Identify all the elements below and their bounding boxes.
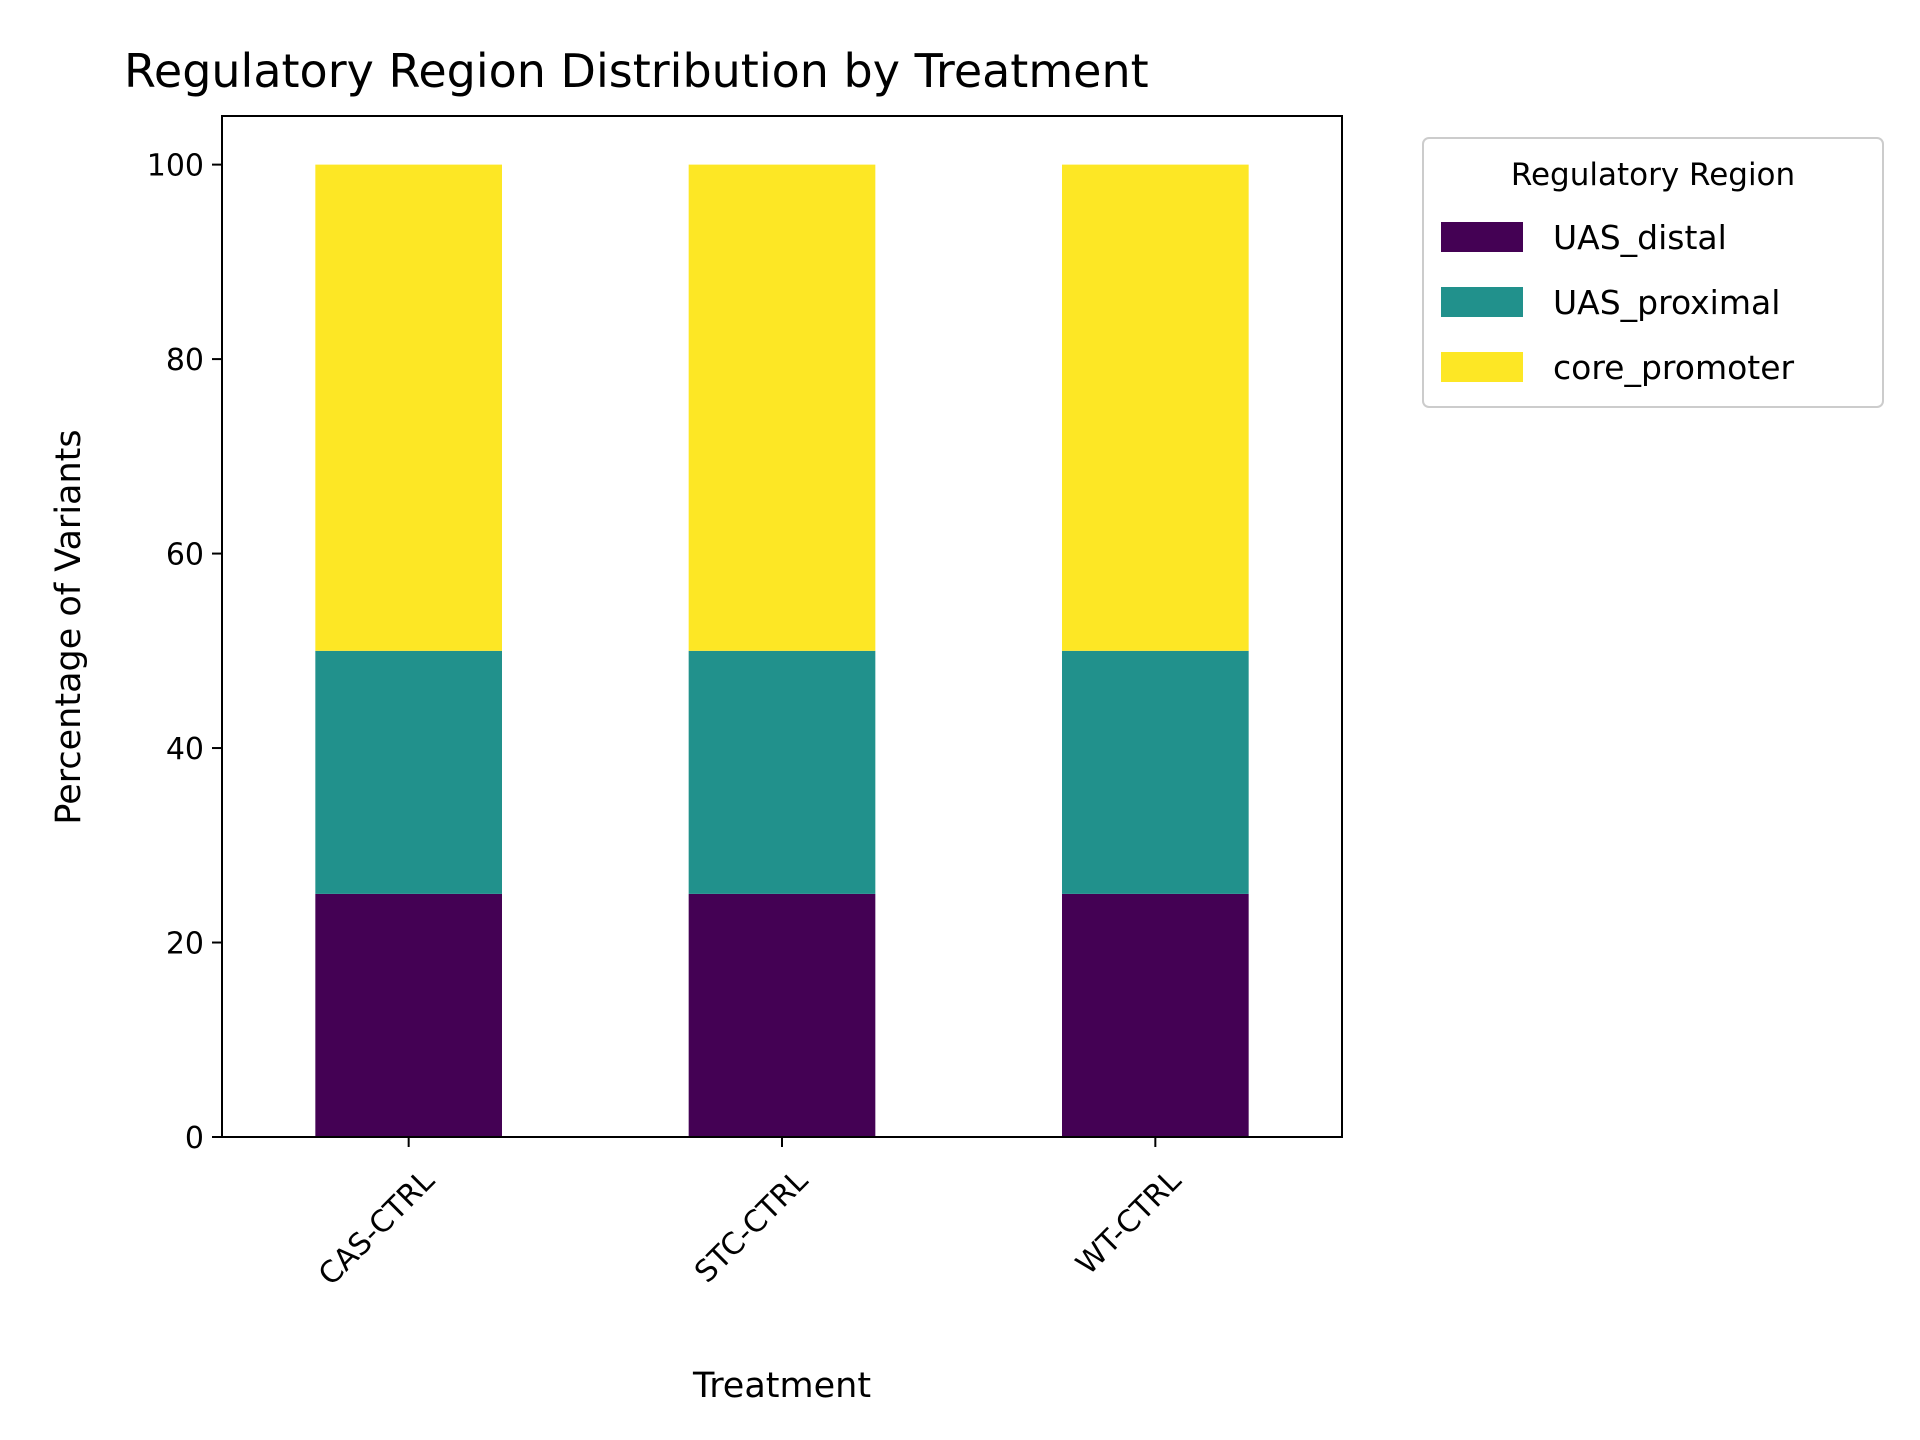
- bars-group: [315, 164, 1249, 1137]
- bar-UAS_proximal-CAS-CTRL: [315, 650, 502, 894]
- legend-label-core_promoter: core_promoter: [1553, 348, 1795, 387]
- legend-label-UAS_proximal: UAS_proximal: [1553, 283, 1780, 322]
- legend-box: [1422, 137, 1884, 408]
- y-tick-label: 100: [147, 149, 204, 184]
- bar-UAS_distal-STC-CTRL: [688, 893, 876, 1137]
- y-tick-label: 80: [166, 343, 204, 378]
- x-tick-label: CAS-CTRL: [312, 1163, 442, 1293]
- chart-title: Regulatory Region Distribution by Treatm…: [124, 44, 1149, 98]
- legend-swatch-UAS_distal: [1441, 222, 1523, 252]
- bar-UAS_distal-CAS-CTRL: [315, 893, 502, 1137]
- x-axis-label: Treatment: [692, 1366, 871, 1406]
- x-tick-label: WT-CTRL: [1070, 1163, 1189, 1282]
- bar-core_promoter-WT-CTRL: [1062, 164, 1249, 651]
- bar-core_promoter-STC-CTRL: [688, 164, 876, 651]
- y-axis: 0 20 40 60 80 100: [147, 149, 222, 1156]
- y-axis-label: Percentage of Variants: [49, 429, 89, 824]
- bar-UAS_proximal-WT-CTRL: [1062, 650, 1249, 894]
- legend-label-UAS_distal: UAS_distal: [1553, 218, 1727, 257]
- legend-swatch-UAS_proximal: [1441, 287, 1523, 317]
- y-tick-label: 0: [185, 1121, 204, 1156]
- x-tick-label: STC-CTRL: [688, 1163, 815, 1290]
- legend-swatch-core_promoter: [1441, 352, 1523, 382]
- legend: Regulatory Region UAS_distal UAS_proximalc…: [1422, 137, 1884, 408]
- y-tick-label: 60: [166, 538, 204, 573]
- y-tick-label: 40: [166, 732, 204, 767]
- bar-UAS_proximal-STC-CTRL: [688, 650, 876, 894]
- y-tick-label: 20: [166, 927, 204, 962]
- x-axis: CAS-CTRL STC-CTRL WT-CTRL: [312, 1137, 1188, 1293]
- bar-core_promoter-CAS-CTRL: [315, 164, 502, 651]
- bar-UAS_distal-WT-CTRL: [1062, 893, 1249, 1137]
- legend-title: Regulatory Region: [1511, 157, 1795, 193]
